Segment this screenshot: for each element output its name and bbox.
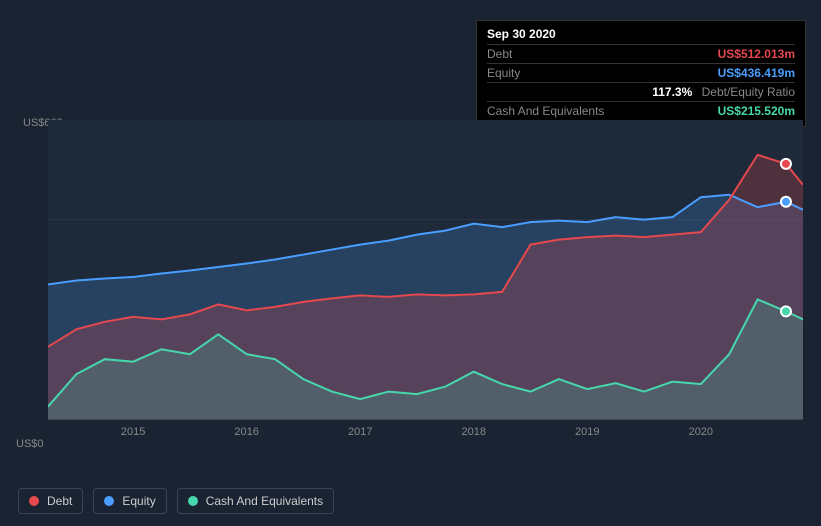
x-axis-tick: 2018 xyxy=(462,426,486,438)
legend-label: Equity xyxy=(122,494,155,508)
tooltip-date: Sep 30 2020 xyxy=(487,27,795,44)
tooltip-row-value: 117.3% Debt/Equity Ratio xyxy=(652,85,795,99)
x-axis-tick: 2019 xyxy=(575,426,599,438)
tooltip-row-label: Debt xyxy=(487,47,512,61)
legend-label: Debt xyxy=(47,494,72,508)
legend-label: Cash And Equivalents xyxy=(206,494,323,508)
tooltip-row-value: US$512.013m xyxy=(718,47,795,61)
chart-plot[interactable] xyxy=(48,120,803,420)
x-axis-tick: 2016 xyxy=(234,426,258,438)
y-axis-min-label: US$0 xyxy=(16,438,44,450)
chart-tooltip: Sep 30 2020 Debt US$512.013m Equity US$436.… xyxy=(476,20,806,127)
legend-item-equity[interactable]: Equity xyxy=(93,488,166,514)
tooltip-row-value: US$215.520m xyxy=(718,104,795,118)
tooltip-row: Cash And Equivalents US$215.520m xyxy=(487,101,795,120)
tooltip-row: 117.3% Debt/Equity Ratio xyxy=(487,82,795,101)
tooltip-row-label: Equity xyxy=(487,66,520,80)
x-axis-tick: 2020 xyxy=(689,426,713,438)
chart-legend: Debt Equity Cash And Equivalents xyxy=(18,488,334,514)
tooltip-row-label: Cash And Equivalents xyxy=(487,104,604,118)
chart-area: US$600m US$0 201520162017201820192020 xyxy=(18,120,803,444)
legend-swatch xyxy=(29,496,39,506)
legend-item-cash-and-equivalents[interactable]: Cash And Equivalents xyxy=(177,488,334,514)
tooltip-row-value: US$436.419m xyxy=(718,66,795,80)
tooltip-row: Debt US$512.013m xyxy=(487,44,795,63)
tooltip-row: Equity US$436.419m xyxy=(487,63,795,82)
legend-swatch xyxy=(188,496,198,506)
x-axis-tick: 2015 xyxy=(121,426,145,438)
legend-swatch xyxy=(104,496,114,506)
x-axis-tick: 2017 xyxy=(348,426,372,438)
legend-item-debt[interactable]: Debt xyxy=(18,488,83,514)
x-axis: 2015 2016 2017 2018 2019 2020 xyxy=(48,420,803,444)
